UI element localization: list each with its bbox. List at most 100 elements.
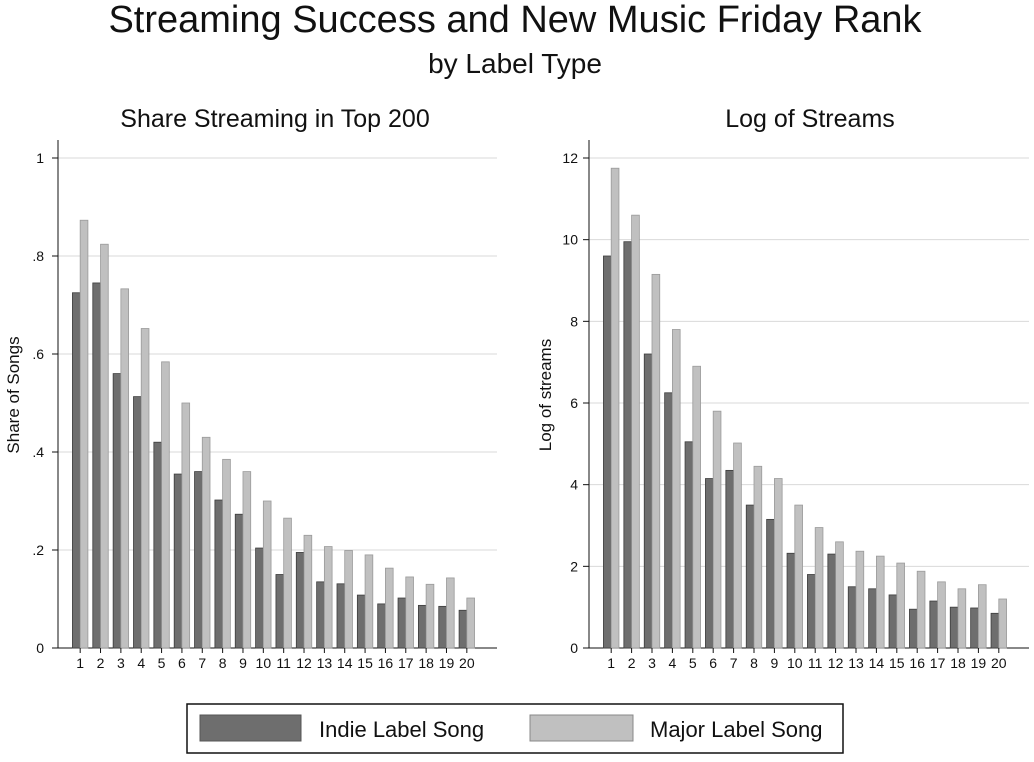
bar-major <box>100 243 109 649</box>
bar-major <box>303 534 313 649</box>
bar-major <box>283 517 292 649</box>
bar-indie <box>888 594 898 649</box>
bar-major <box>344 550 353 649</box>
bar-indie <box>725 469 735 649</box>
x-tick-label: 3 <box>648 655 656 671</box>
bar-major <box>855 550 865 649</box>
x-tick-label: 3 <box>117 655 125 671</box>
x-tick-label: 17 <box>930 655 946 671</box>
x-tick-label: 13 <box>848 655 864 671</box>
bar-major <box>161 361 170 649</box>
bar-major <box>610 167 620 649</box>
bar-indie <box>336 583 346 649</box>
x-tick-label: 5 <box>158 655 166 671</box>
x-tick-label: 10 <box>787 655 803 671</box>
x-tick-label: 8 <box>750 655 758 671</box>
bar-major <box>957 588 967 649</box>
panel-title: Share Streaming in Top 200 <box>120 105 429 133</box>
legend-label-major: Major Label Song <box>650 717 822 742</box>
bar-indie <box>275 574 285 649</box>
bar-major <box>181 402 191 649</box>
bar-indie <box>766 518 775 649</box>
x-tick-label: 18 <box>418 655 434 671</box>
x-tick-label: 10 <box>256 655 272 671</box>
bar-indie <box>909 608 918 649</box>
bar-major <box>201 436 211 649</box>
bar-major <box>242 471 252 649</box>
y-tick-label: 2 <box>570 558 578 574</box>
bar-major <box>79 219 89 649</box>
x-tick-label: 19 <box>971 655 987 671</box>
legend: Indie Label Song Major Label Song <box>186 703 844 754</box>
y-axis-label: Log of streams <box>536 339 555 451</box>
bar-indie <box>745 504 755 649</box>
bar-major <box>794 504 803 649</box>
x-tick-label: 16 <box>378 655 394 671</box>
x-tick-label: 7 <box>730 655 738 671</box>
bar-indie <box>214 499 224 649</box>
x-tick-label: 15 <box>357 655 373 671</box>
bar-major <box>425 583 435 649</box>
bar-indie <box>417 604 427 649</box>
x-tick-label: 11 <box>808 655 823 671</box>
bar-indie <box>458 609 468 649</box>
x-tick-label: 17 <box>398 655 414 671</box>
y-tick-label: 10 <box>562 232 578 248</box>
x-tick-label: 12 <box>828 655 844 671</box>
x-tick-label: 9 <box>239 655 247 671</box>
y-tick-label: 4 <box>570 477 578 493</box>
x-tick-label: 7 <box>198 655 206 671</box>
y-tick-label: 0 <box>36 640 44 656</box>
bar-major <box>446 577 455 649</box>
bar-indie <box>356 594 366 649</box>
panel-title: Log of Streams <box>725 105 895 133</box>
x-tick-label: 6 <box>709 655 717 671</box>
bar-major <box>364 554 374 649</box>
bar-major <box>814 527 824 649</box>
x-tick-label: 16 <box>909 655 925 671</box>
bar-indie <box>377 603 386 649</box>
bar-indie <box>847 586 857 649</box>
bar-major <box>466 597 475 649</box>
x-tick-label: 13 <box>317 655 333 671</box>
bar-indie <box>133 396 142 649</box>
bar-indie <box>705 478 714 649</box>
bar-major <box>222 458 231 649</box>
bar-major <box>120 288 130 649</box>
bar-indie <box>295 552 305 649</box>
bar-indie <box>397 597 407 649</box>
legend-swatch-major <box>529 714 634 742</box>
bar-major <box>631 214 640 649</box>
bar-major <box>774 478 783 649</box>
x-tick-label: 2 <box>628 655 636 671</box>
bar-indie <box>949 606 959 649</box>
bar-indie <box>643 353 653 649</box>
bar-indie <box>438 605 447 649</box>
bar-major <box>385 567 394 649</box>
x-tick-label: 2 <box>97 655 105 671</box>
chart-panel-share: Share Streaming in Top 200 0 .2 .4 .6 .8 1 Shar… <box>4 105 497 671</box>
x-tick-label: 12 <box>296 655 312 671</box>
x-tick-label: 1 <box>76 655 84 671</box>
x-tick-label: 4 <box>669 655 677 671</box>
x-tick-label: 20 <box>991 655 1007 671</box>
x-tick-label: 4 <box>137 655 145 671</box>
x-tick-label: 8 <box>219 655 227 671</box>
bar-indie <box>868 588 877 649</box>
bar-major <box>405 576 414 649</box>
x-tick-label: 20 <box>459 655 475 671</box>
figure-subtitle: by Label Type <box>428 48 602 79</box>
bar-major <box>651 273 661 649</box>
bar-major <box>753 465 763 649</box>
y-tick-label: 6 <box>570 395 578 411</box>
bar-major <box>672 329 681 649</box>
bar-major <box>916 570 926 649</box>
y-tick-label: .8 <box>32 248 44 264</box>
bar-indie <box>827 553 837 649</box>
x-tick-label: 9 <box>771 655 779 671</box>
bar-major <box>998 598 1007 649</box>
bar-indie <box>786 552 796 649</box>
bar-indie <box>92 282 101 649</box>
bar-major <box>733 442 742 649</box>
